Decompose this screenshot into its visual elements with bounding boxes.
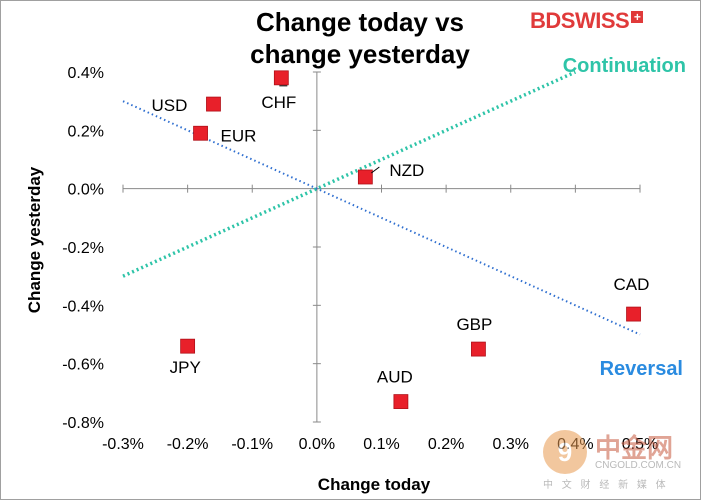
y-tick-label: -0.6% bbox=[62, 357, 104, 374]
x-tick-label: 0.1% bbox=[363, 436, 399, 453]
x-tick-label: 0.3% bbox=[493, 436, 529, 453]
y-tick-label: 0.2% bbox=[68, 123, 104, 140]
watermark-url: CNGOLD.COM.CN bbox=[595, 460, 682, 471]
point-label-usd: USD bbox=[151, 96, 187, 115]
point-label-nzd: NZD bbox=[389, 161, 424, 180]
point-marker-usd bbox=[206, 96, 221, 112]
point-marker-chf bbox=[273, 70, 289, 86]
y-axis-label: Change yesterday bbox=[25, 166, 44, 313]
y-tick-label: 0.0% bbox=[68, 182, 104, 199]
point-label-gbp: GBP bbox=[456, 315, 492, 334]
point-marker-aud bbox=[393, 394, 409, 409]
logo-plus-icon: + bbox=[631, 11, 644, 23]
x-axis-label: Change today bbox=[318, 475, 431, 494]
x-tick-label: 0.5% bbox=[622, 436, 658, 453]
point-marker-cad bbox=[626, 306, 641, 322]
point-marker-jpy bbox=[180, 338, 196, 354]
watermark-logo-icon: 9 bbox=[543, 430, 587, 474]
watermark-name: 中金网 bbox=[595, 433, 674, 463]
trendline-reversal bbox=[122, 100, 641, 336]
watermark-subtitle: 中 文 财 经 新 媒 体 bbox=[543, 480, 669, 491]
cngold-watermark: 9 中金网 CNGOLD.COM.CN 中 文 财 经 新 媒 体 bbox=[543, 424, 693, 494]
point-label-eur: EUR bbox=[221, 126, 257, 145]
y-tick-label: -0.2% bbox=[62, 240, 104, 257]
title-line-1: Change today vs bbox=[255, 7, 465, 37]
x-tick-label: 0.2% bbox=[428, 436, 464, 453]
y-tick-label: -0.8% bbox=[62, 415, 104, 432]
bdswiss-logo: BDSWISS + bbox=[530, 8, 644, 34]
point-label-aud: AUD bbox=[377, 368, 413, 387]
point-label-chf: CHF bbox=[261, 93, 296, 112]
title-line-2: change yesterday bbox=[250, 39, 470, 69]
annotation-continuation: Continuation bbox=[563, 55, 686, 77]
x-tick-label: -0.2% bbox=[167, 436, 209, 453]
y-tick-label: -0.4% bbox=[62, 298, 104, 315]
x-tick-label: -0.1% bbox=[231, 436, 273, 453]
trendline-continuation bbox=[122, 70, 577, 278]
x-tick-label: 0.0% bbox=[299, 436, 335, 453]
point-leader-nzd bbox=[371, 166, 380, 174]
point-marker-eur bbox=[193, 125, 208, 141]
chart-title: Change today vs change yesterday bbox=[205, 6, 515, 70]
logo-text: BDSWISS bbox=[530, 8, 630, 33]
point-label-jpy: JPY bbox=[170, 358, 201, 377]
y-tick-label: 0.4% bbox=[68, 65, 104, 82]
annotation-reversal: Reversal bbox=[600, 358, 683, 380]
point-label-cad: CAD bbox=[614, 275, 650, 294]
x-tick-label: -0.3% bbox=[102, 436, 144, 453]
point-marker-gbp bbox=[471, 341, 486, 357]
point-marker-nzd bbox=[357, 169, 373, 185]
